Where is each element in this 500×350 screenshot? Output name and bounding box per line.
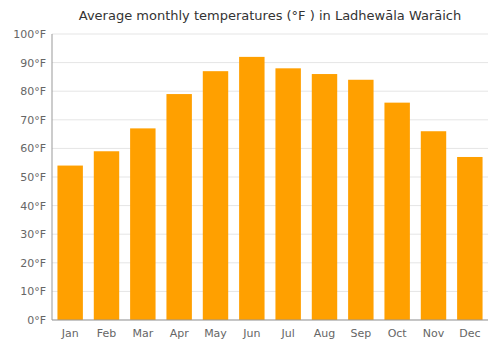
x-tick-label: Jul — [281, 327, 295, 340]
grid-line — [52, 320, 488, 321]
y-tick-label: 50°F — [20, 171, 46, 184]
bar — [57, 166, 82, 320]
y-tick-label: 80°F — [20, 85, 46, 98]
bar — [203, 71, 228, 320]
grid-line — [52, 119, 488, 120]
x-tick-label: Jan — [61, 327, 79, 340]
y-tick-label: 90°F — [20, 57, 46, 70]
x-tick-label: Apr — [170, 327, 190, 340]
bar — [348, 80, 373, 320]
y-tick-label: 60°F — [20, 142, 46, 155]
y-tick-label: 20°F — [20, 257, 46, 270]
x-tick-label: Oct — [388, 327, 408, 340]
grid-line — [52, 34, 488, 35]
grid — [52, 34, 488, 320]
bar — [312, 74, 337, 320]
title: Average monthly temperatures (°F ) in La… — [79, 8, 461, 23]
y-axis — [52, 34, 53, 320]
y-tick-label: 0°F — [27, 314, 46, 327]
grid-line — [52, 62, 488, 63]
bars — [57, 57, 482, 320]
y-tick-label: 100°F — [13, 28, 46, 41]
bar — [94, 151, 119, 320]
chart-container: Average monthly temperatures (°F ) in La… — [0, 0, 500, 350]
x-tick-label: Feb — [97, 327, 116, 340]
y-tick-label: 30°F — [20, 228, 46, 241]
y-tick-label: 70°F — [20, 114, 46, 127]
bar — [457, 157, 482, 320]
x-tick-label: Aug — [314, 327, 335, 340]
y-tick-label: 40°F — [20, 200, 46, 213]
x-tick-label: Dec — [459, 327, 480, 340]
x-tick-label: Sep — [350, 327, 371, 340]
bar — [421, 131, 446, 320]
x-axis — [52, 320, 488, 321]
grid-line — [52, 91, 488, 92]
bar — [166, 94, 191, 320]
x-tick-label: Nov — [423, 327, 445, 340]
chart: Average monthly temperatures (°F ) in La… — [0, 0, 500, 350]
x-tick-label: Jun — [242, 327, 260, 340]
bar — [130, 128, 155, 320]
bar — [384, 103, 409, 320]
y-tick-label: 10°F — [20, 285, 46, 298]
x-tick-label: May — [204, 327, 227, 340]
x-tick-label: Mar — [132, 327, 153, 340]
bar — [275, 68, 300, 320]
bar — [239, 57, 264, 320]
